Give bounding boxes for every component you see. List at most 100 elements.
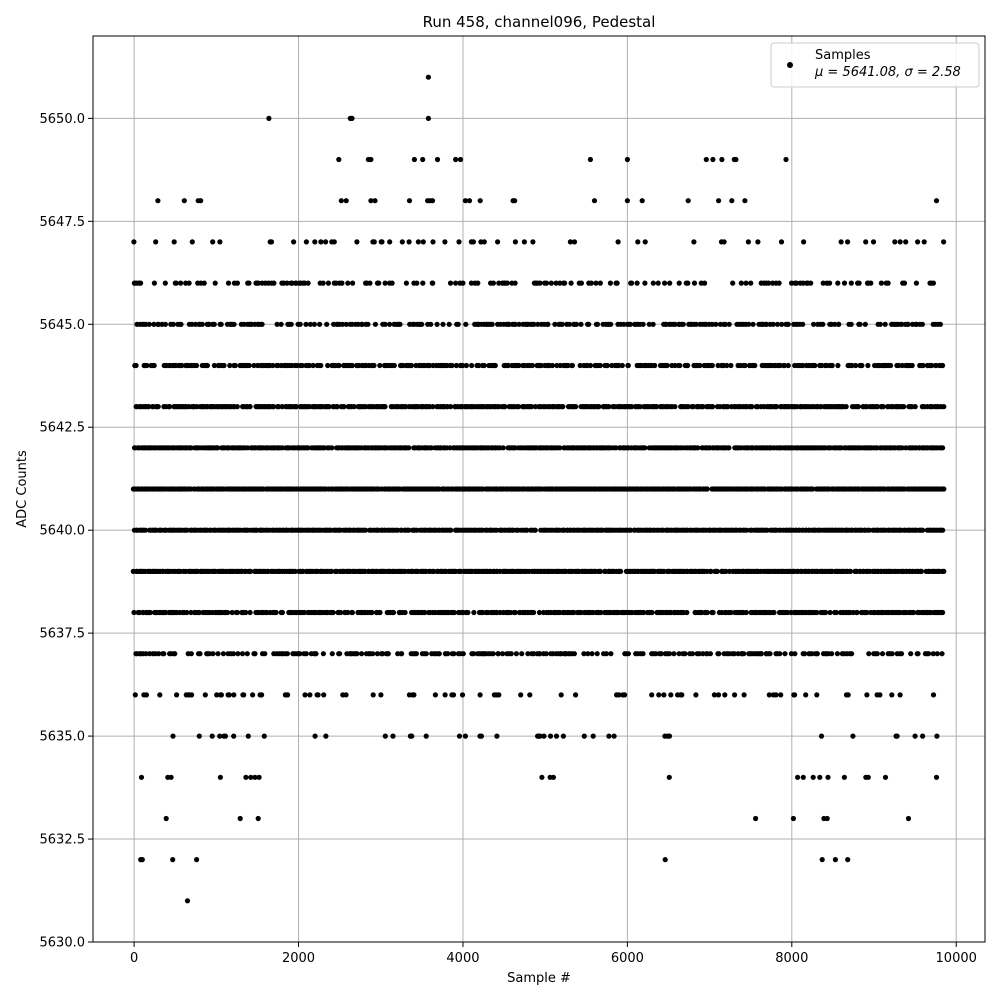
sample-point [731, 651, 737, 657]
sample-point [700, 651, 706, 657]
sample-point [477, 692, 483, 698]
sample-point [856, 280, 862, 286]
sample-point [832, 857, 839, 863]
sample-point [243, 609, 249, 616]
sample-point [920, 527, 926, 533]
sample-point [138, 280, 144, 286]
sample-point [930, 651, 936, 657]
sample-point [537, 651, 543, 657]
sample-point [422, 609, 428, 616]
sample-point [800, 774, 806, 780]
sample-point [359, 321, 365, 327]
sample-point [460, 362, 466, 369]
sample-point [835, 362, 841, 369]
sample-point [586, 321, 592, 327]
sample-point [865, 362, 871, 369]
legend-marker [787, 62, 793, 68]
sample-point [369, 609, 375, 616]
sample-point [151, 362, 157, 369]
sample-point [368, 198, 374, 204]
sample-point [571, 239, 578, 245]
sample-point [634, 280, 640, 286]
sample-point [338, 609, 344, 616]
sample-point [624, 198, 631, 204]
sample-point [878, 280, 885, 286]
sample-point [937, 321, 944, 327]
sample-point [372, 198, 378, 204]
sample-point [859, 362, 865, 369]
sample-point [862, 321, 868, 327]
sample-point [279, 609, 285, 616]
sample-point [504, 280, 510, 286]
sample-point [303, 321, 309, 327]
sample-point [153, 239, 159, 245]
sample-point [370, 692, 376, 698]
sample-point [462, 198, 468, 204]
sample-point [934, 733, 940, 739]
sample-point [835, 280, 841, 286]
sample-point [892, 239, 898, 245]
sample-point [413, 651, 419, 657]
sample-point [624, 156, 631, 163]
sample-point [615, 239, 621, 245]
sample-point [167, 404, 173, 410]
sample-point [719, 156, 725, 163]
sample-point [505, 362, 511, 369]
sample-point [691, 280, 698, 286]
sample-point [591, 198, 598, 204]
sample-point [832, 321, 838, 327]
x-tick-label: 10000 [936, 951, 977, 966]
sample-point [234, 609, 240, 616]
sample-point [738, 280, 744, 286]
sample-point [889, 651, 895, 657]
sample-point [341, 404, 347, 410]
x-tick-label: 0 [130, 951, 138, 966]
sample-point [608, 651, 614, 657]
sample-point [562, 280, 568, 286]
sample-point [716, 198, 722, 204]
sample-point [857, 321, 863, 327]
sample-point [139, 857, 145, 863]
sample-point [847, 568, 854, 575]
sample-point [247, 404, 253, 410]
sample-point [594, 321, 601, 327]
sample-point [752, 362, 758, 369]
sample-point [897, 239, 903, 245]
sample-point [210, 651, 216, 657]
sample-point [459, 692, 466, 698]
sample-point [728, 362, 734, 369]
sample-point [390, 733, 396, 739]
sample-point [629, 280, 635, 286]
sample-point [729, 198, 735, 204]
sample-point [849, 362, 855, 369]
sample-point [199, 321, 205, 327]
sample-point [613, 445, 619, 451]
y-tick-label: 5650.0 [40, 112, 86, 127]
sample-point [297, 651, 303, 657]
sample-point [133, 362, 139, 369]
sample-point [463, 321, 469, 327]
x-tick-label: 8000 [775, 951, 808, 966]
sample-point [449, 362, 455, 369]
sample-point [919, 321, 926, 327]
sample-point [841, 280, 848, 286]
sample-point [810, 774, 816, 780]
sample-point [531, 321, 537, 327]
sample-point [496, 280, 502, 286]
sample-point [685, 404, 691, 410]
sample-point [578, 280, 585, 286]
sample-point [933, 362, 939, 369]
sample-point [469, 362, 475, 369]
sample-point [726, 321, 732, 327]
sample-point [814, 609, 820, 616]
sample-point [178, 321, 184, 327]
sample-point [671, 651, 677, 657]
sample-point [608, 321, 614, 327]
sample-point [650, 280, 656, 286]
sample-point [865, 774, 871, 780]
sample-point [850, 733, 856, 739]
sample-point [553, 280, 559, 286]
sample-point [317, 321, 323, 327]
sample-point [193, 362, 200, 369]
sample-point [222, 733, 228, 739]
